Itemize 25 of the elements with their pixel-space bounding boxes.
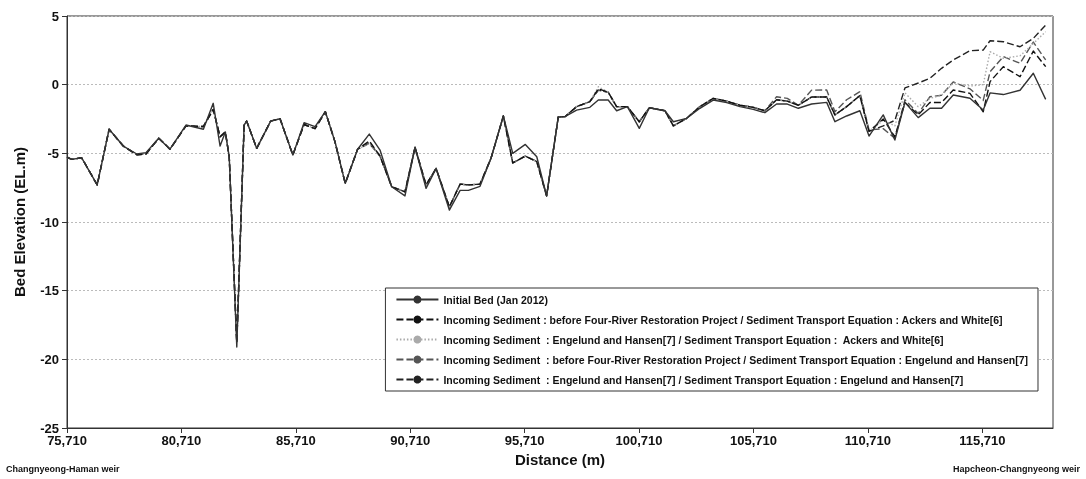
legend-label: Incoming Sediment : before Four-River Restoration Project / Sediment Transport Equation : Engelund and Hansen[7] [443,353,1029,366]
x-tick-label: 110,710 [844,433,892,448]
legend-label: Incoming Sediment : before Four-River Restoration Project / Sediment Transport Equation : Ackers and White[6] [443,313,1003,326]
y-axis-title: Bed Elevation (EL.m) [11,146,28,298]
legend-label: Initial Bed (Jan 2012) [443,293,548,306]
x-tick-label: 80,710 [161,433,202,448]
x-tick-label: 100,710 [615,433,663,448]
x-tick-label: 75,710 [47,433,87,448]
y-tick-label: 5 [51,8,59,24]
text: Changnyeong-Haman weir [6,463,121,474]
y-tick-label: -10 [40,214,59,230]
y-tick-label: -25 [40,420,59,436]
legend-label: Incoming Sediment : Engelund and Hansen[7] / Sediment Transport Equation : Engelund and Hansen[7] [443,373,964,386]
legend-label: Incoming Sediment : Engelund and Hansen[7] / Sediment Transport Equation : Ackers and White[6] [443,333,944,346]
x-tick-label: 85,710 [275,433,316,448]
y-tick-label: -20 [40,351,59,367]
x-tick-label: 105,710 [729,433,777,448]
x-tick-label: 95,710 [504,433,545,448]
y-tick-label: -5 [47,145,59,161]
x-axis-title: Distance (m) [514,451,606,468]
y-tick-label: 0 [51,77,59,93]
x-tick-label: 115,710 [959,433,1006,448]
y-tick-label: -15 [40,283,59,299]
text: Hapcheon-Changnyeong weir [952,463,1081,474]
x-tick-label: 90,710 [390,433,431,448]
